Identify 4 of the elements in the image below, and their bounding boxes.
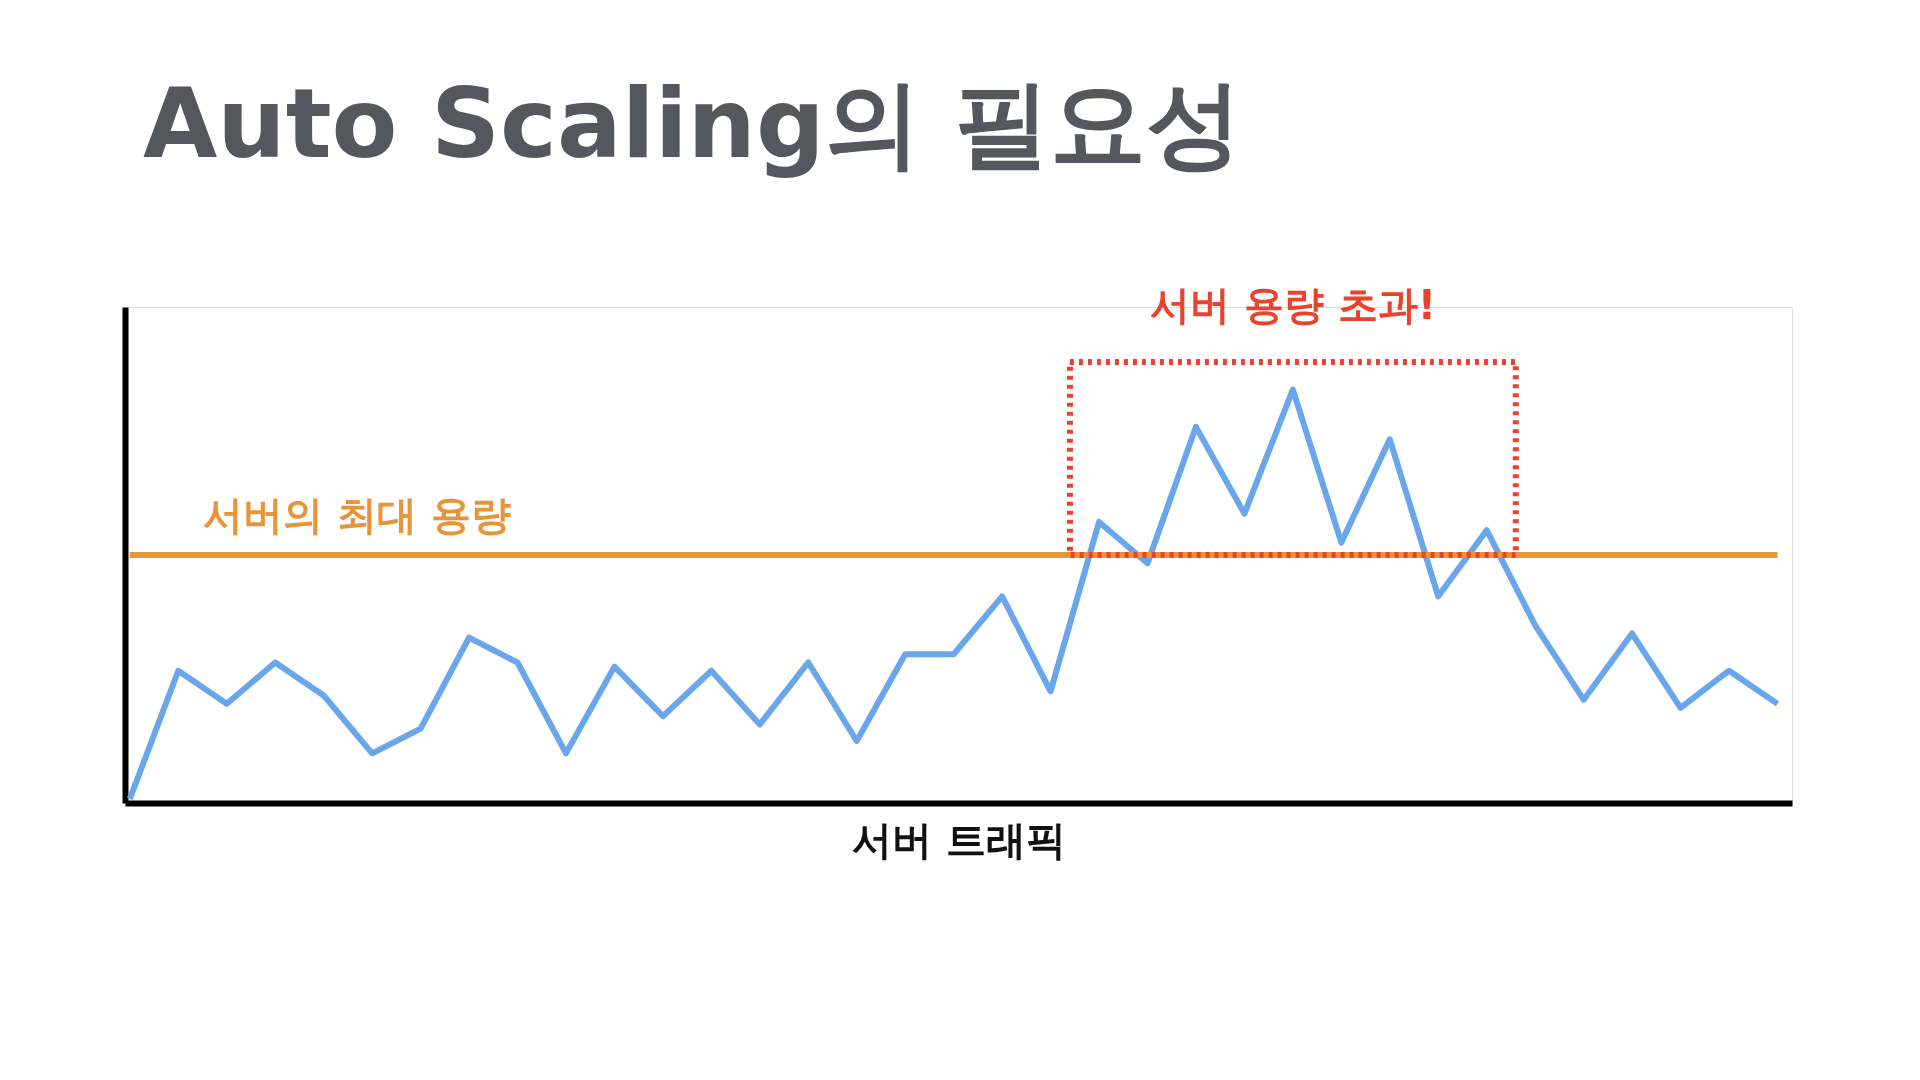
- series-label: 서버의 최대 용량: [203, 492, 511, 538]
- text: 서버 용량 초과!: [1149, 282, 1436, 328]
- x-axis-title: 서버 트래픽: [852, 816, 1066, 863]
- chart-title: Auto Scaling의 필요성: [143, 68, 1243, 180]
